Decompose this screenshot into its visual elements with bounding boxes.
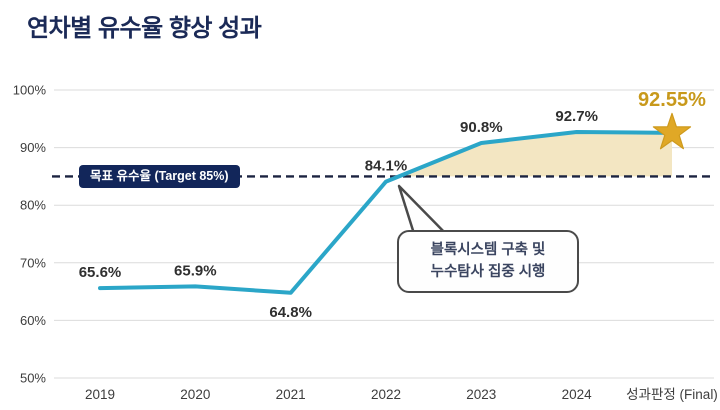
y-tick-label: 50% <box>20 371 46 386</box>
x-axis-label: 2022 <box>371 387 401 402</box>
x-axis-label: 2024 <box>562 387 593 402</box>
area-fill <box>398 132 672 177</box>
x-axis-label: 2021 <box>276 387 306 402</box>
x-axis-label: 성과판정 (Final) <box>626 387 718 402</box>
page-title: 연차별 유수율 향상 성과 <box>27 15 262 42</box>
y-tick-label: 80% <box>20 198 46 213</box>
annotation-callout: 블록시스템 구축 및 누수탐사 집중 시행 <box>397 230 579 293</box>
x-axis-label: 2019 <box>85 387 115 402</box>
annotation-line-2: 누수탐사 집중 시행 <box>430 263 546 280</box>
target-label-text: 목표 유수율 (Target 85%) <box>90 169 229 183</box>
final-data-label: 92.55% <box>638 89 706 111</box>
target-label-badge: 목표 유수율 (Target 85%) <box>79 165 240 188</box>
data-label: 64.8% <box>269 304 312 321</box>
data-label: 84.1% <box>365 158 408 175</box>
x-axis-label: 2020 <box>180 387 210 402</box>
x-axis-label: 2023 <box>466 387 496 402</box>
data-label: 65.6% <box>79 264 122 281</box>
y-tick-label: 60% <box>20 313 46 328</box>
star-icon <box>652 112 692 150</box>
data-label: 90.8% <box>460 119 503 136</box>
y-tick-label: 90% <box>20 140 46 155</box>
series-line <box>98 130 674 295</box>
annotation-line-1: 블록시스템 구축 및 <box>430 242 546 259</box>
y-tick-label: 70% <box>20 255 46 270</box>
y-tick-label: 100% <box>13 83 47 98</box>
data-label: 92.7% <box>555 108 598 125</box>
data-label: 65.9% <box>174 262 217 279</box>
